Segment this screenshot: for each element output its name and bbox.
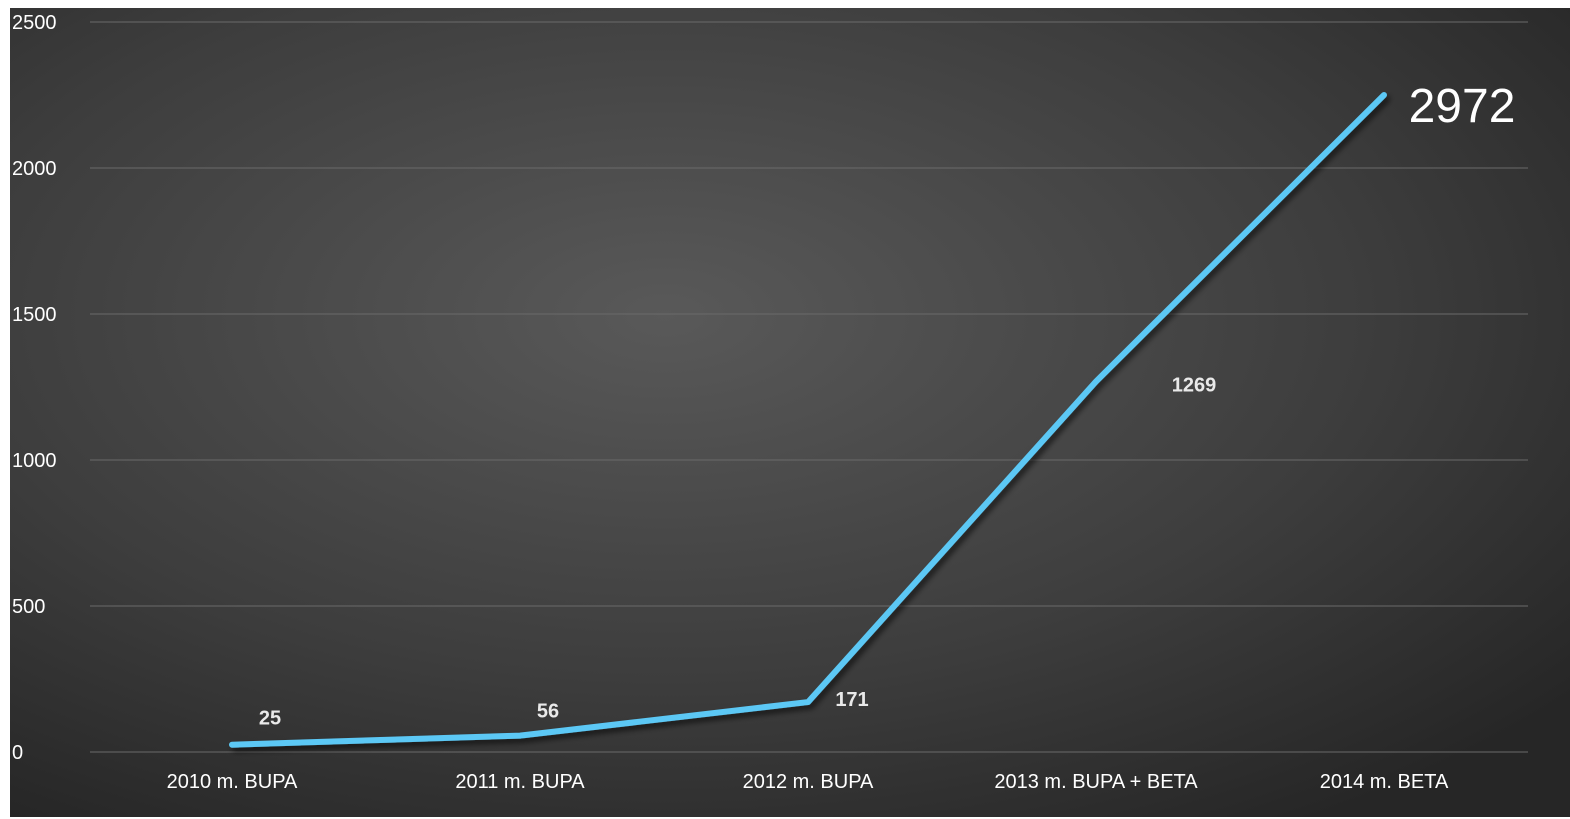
y-tick-label: 1500 <box>12 304 57 326</box>
y-tick-label: 2000 <box>12 158 57 180</box>
x-axis-ticks: 2010 m. BUPA 2011 m. BUPA 2012 m. BUPA 2013… <box>167 771 1449 793</box>
x-tick-label: 2010 m. BUPA <box>167 771 298 793</box>
data-label: 1269 <box>1172 374 1217 396</box>
chart-area: 0 500 1000 1500 2000 2500 2010 m. BUPA 2011 m.… <box>10 8 1570 817</box>
line-chart: 0 500 1000 1500 2000 2500 2010 m. BUPA 2011 m.… <box>10 8 1570 817</box>
y-tick-label: 2500 <box>12 12 57 34</box>
y-axis-ticks: 0 500 1000 1500 2000 2500 <box>12 12 57 764</box>
y-tick-label: 0 <box>12 742 23 764</box>
chart-background <box>10 8 1570 817</box>
x-tick-label: 2011 m. BUPA <box>455 771 585 793</box>
data-label: 25 <box>259 708 281 730</box>
data-label: 171 <box>835 689 868 711</box>
x-tick-label: 2014 m. BETA <box>1320 771 1449 793</box>
y-tick-label: 500 <box>12 596 45 618</box>
y-tick-label: 1000 <box>12 450 57 472</box>
data-labels: 25 56 171 1269 2972 <box>259 80 1516 730</box>
x-tick-label: 2012 m. BUPA <box>743 771 874 793</box>
data-label: 2972 <box>1409 80 1516 133</box>
series-line-layer <box>229 92 1387 748</box>
data-label: 56 <box>537 701 559 723</box>
x-tick-label: 2013 m. BUPA + BETA <box>994 771 1198 793</box>
gridlines <box>90 21 1528 753</box>
